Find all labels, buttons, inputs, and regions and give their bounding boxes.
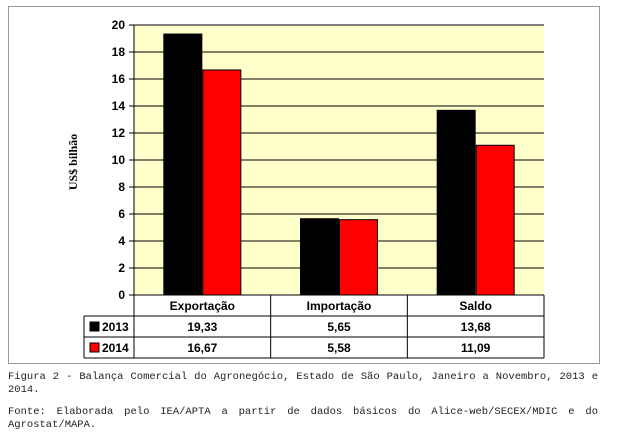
category-label: Saldo: [459, 299, 492, 313]
legend-label-2013: 2013: [102, 320, 129, 334]
category-label: Exportação: [170, 299, 235, 313]
y-tick-label: 4: [118, 234, 125, 248]
data-label: 5,58: [327, 341, 351, 355]
legend-swatch-2013: [89, 321, 100, 332]
bar-2014-2: [339, 219, 378, 296]
bar-chart: 0 2 4 6 8 10 12 14 16 18 20 US$ bilhão Exportação Imp…: [66, 18, 545, 359]
y-axis-label: US$ bilhão: [66, 134, 80, 190]
y-tick-label: 12: [112, 126, 126, 140]
y-tick-label: 0: [118, 288, 125, 302]
y-tick-label: 8: [118, 180, 125, 194]
y-tick-label: 10: [112, 153, 126, 167]
source-note: Fonte: Elaborada pelo IEA/APTA a partir …: [8, 406, 598, 431]
bar-2013-2: [300, 218, 339, 296]
y-tick-label: 20: [112, 18, 126, 32]
bar-2013-3: [436, 109, 476, 296]
data-label: 16,67: [187, 341, 217, 355]
legend-label-2014: 2014: [102, 341, 129, 355]
y-tick-label: 6: [118, 207, 125, 221]
category-label: Importação: [307, 299, 372, 313]
data-label: 19,33: [187, 320, 217, 334]
y-tick-label: 16: [112, 72, 126, 86]
figure-caption: Figura 2 - Balança Comercial do Agronegó…: [8, 371, 598, 396]
data-label: 5,65: [327, 320, 351, 334]
y-tick-label: 14: [112, 99, 126, 113]
legend-swatch-2014: [89, 342, 100, 353]
data-label: 11,09: [461, 341, 491, 355]
y-tick-label: 2: [118, 261, 125, 275]
bar-2014-3: [475, 144, 515, 296]
bar-2013-1: [163, 33, 203, 296]
y-tick-label: 18: [112, 45, 126, 59]
data-label: 13,68: [461, 320, 491, 334]
bar-2014-1: [202, 69, 242, 296]
chart-frame: 0 2 4 6 8 10 12 14 16 18 20 US$ bilhão Exportação Imp…: [8, 6, 600, 364]
